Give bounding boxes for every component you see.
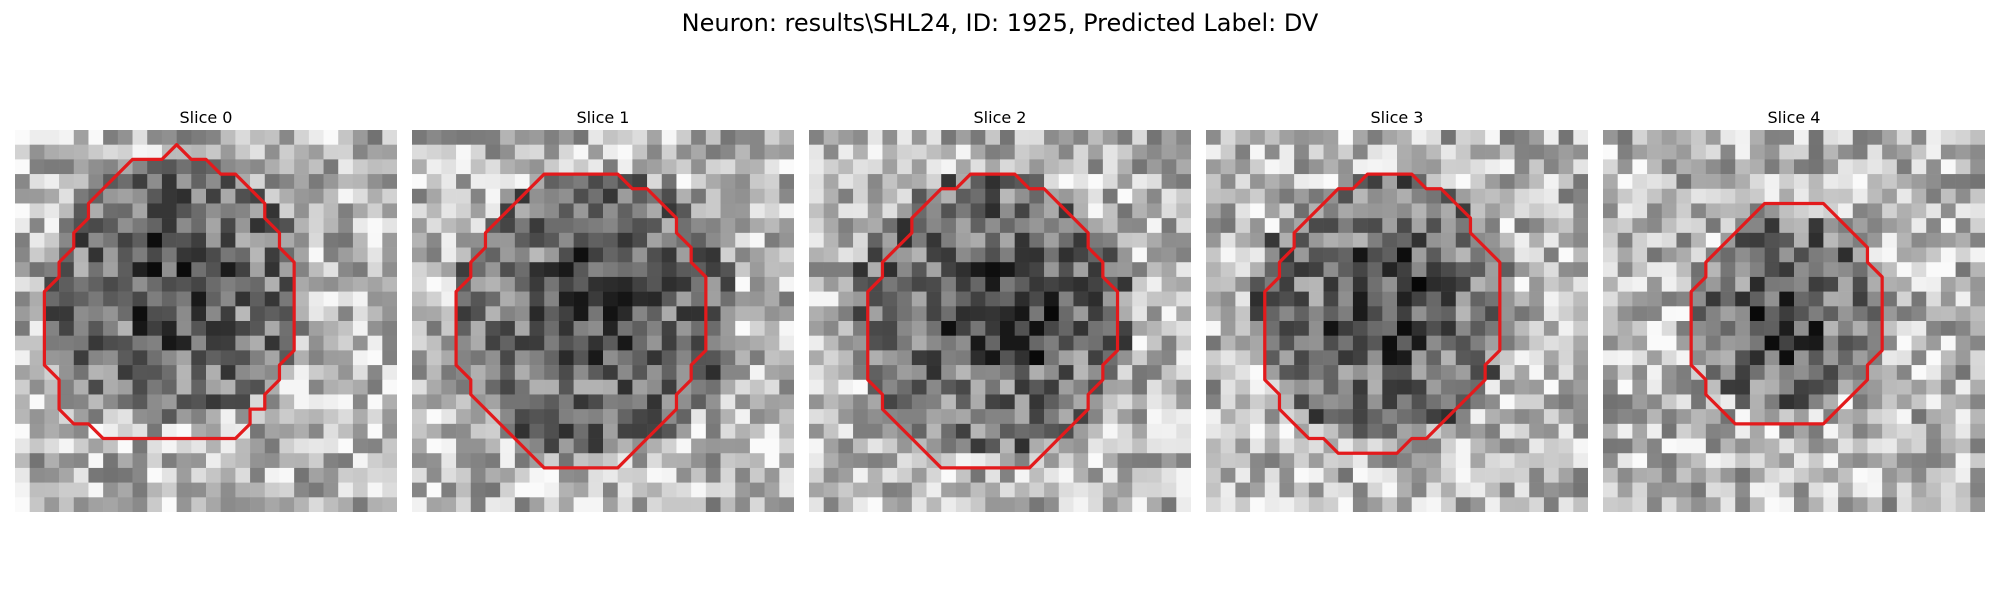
slice-image [15,130,397,512]
slice-panel-4: Slice 4 [1603,108,1985,512]
slice-image [809,130,1191,512]
cell-outline [42,143,296,441]
cell-outline [866,172,1120,470]
slice-image [1603,130,1985,512]
slice-panel-1: Slice 1 [412,108,794,512]
slice-image [412,130,794,512]
cell-outline [1263,172,1502,455]
figure-title: Neuron: results\SHL24, ID: 1925, Predict… [681,9,1319,37]
cell-outline [1689,201,1884,426]
cell-outline [454,172,708,470]
slice-title: Slice 4 [1767,108,1821,127]
slice-title: Slice 3 [1370,108,1424,127]
slice-title: Slice 1 [576,108,630,127]
slice-panel-0: Slice 0 [15,108,397,512]
slice-panel-3: Slice 3 [1206,108,1588,512]
slice-panel-2: Slice 2 [809,108,1191,512]
slice-image [1206,130,1588,512]
slice-title: Slice 0 [179,108,233,127]
slice-title: Slice 2 [973,108,1027,127]
